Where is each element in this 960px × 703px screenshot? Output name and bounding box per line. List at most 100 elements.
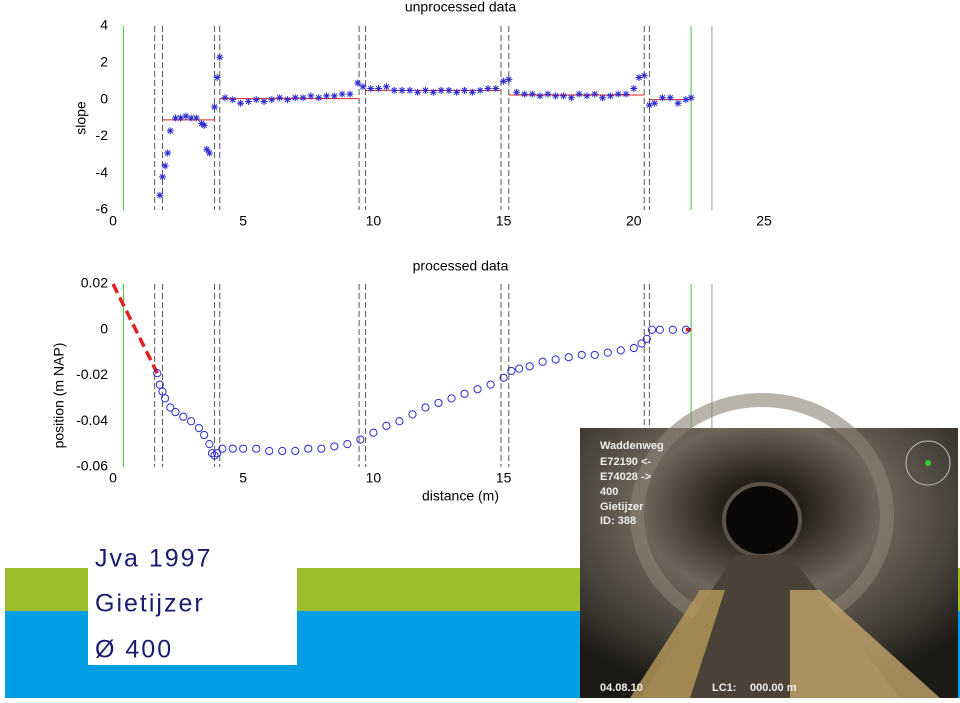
point: [655, 325, 664, 334]
point: [484, 85, 492, 93]
point: [559, 92, 567, 100]
point: [551, 355, 560, 364]
point: [666, 94, 674, 102]
point: [564, 353, 573, 362]
point: [158, 387, 167, 396]
point: [346, 90, 354, 98]
point: [651, 99, 659, 107]
x-axis-label: distance (m): [422, 488, 499, 504]
point: [369, 428, 378, 437]
point: [536, 92, 544, 100]
point: [278, 446, 287, 456]
point: [468, 88, 476, 96]
overlay-footer: 04.08.10: [600, 682, 643, 694]
point: [216, 53, 224, 61]
extrapolation-line: [111, 283, 159, 374]
point: [614, 90, 622, 98]
point: [203, 145, 211, 153]
y-tick-label: 4: [100, 17, 108, 33]
point: [229, 96, 237, 104]
point: [171, 408, 180, 417]
point: [330, 442, 339, 451]
point: [171, 114, 179, 122]
point: [499, 373, 508, 382]
point: [590, 350, 599, 360]
point: [437, 86, 445, 94]
point: [476, 86, 484, 94]
point: [408, 410, 417, 419]
point: [192, 114, 200, 122]
point: [166, 127, 174, 135]
point: [375, 85, 383, 93]
point: [461, 86, 469, 94]
y-tick-label: -2: [96, 127, 109, 143]
point: [434, 398, 443, 408]
point: [161, 162, 169, 170]
point: [447, 394, 456, 403]
sewer-photo: Waddenweg E72190 <- E74028 -> 400 Gietij…: [580, 393, 958, 698]
caption-box: [88, 538, 297, 665]
charts: unprocessed data slope -6 -4 -2 0 2 4 0 5 10 15 20 25…: [51, 0, 772, 504]
point: [382, 83, 390, 91]
y-axis-label: slope: [73, 101, 89, 135]
point: [528, 90, 536, 98]
point: [599, 94, 607, 102]
overlay-text: 400: [600, 486, 618, 498]
point: [221, 94, 229, 102]
point: [622, 90, 630, 98]
point: [629, 343, 638, 353]
point: [160, 394, 170, 403]
point: [194, 424, 204, 433]
point: [682, 96, 690, 104]
point: [515, 364, 524, 373]
overlay-text: E74028 ->: [600, 471, 651, 483]
x-tick-label: 10: [366, 470, 382, 486]
point: [239, 444, 248, 453]
y-axis-label: position (m NAP): [51, 343, 67, 449]
point: [453, 88, 461, 96]
point: [265, 446, 274, 456]
x-tick-label: 20: [626, 213, 642, 229]
point: [200, 430, 209, 440]
overlay-text: E72190 <-: [600, 456, 651, 468]
point: [210, 451, 219, 460]
point: [642, 334, 651, 343]
point: [307, 92, 315, 100]
point: [513, 88, 521, 96]
point: [500, 77, 508, 85]
point: [421, 403, 430, 412]
point: [268, 96, 276, 104]
point: [330, 92, 338, 100]
y-tick-label: 2: [100, 54, 108, 70]
point: [421, 86, 429, 94]
point: [359, 83, 367, 91]
y-tick-label: -6: [96, 201, 109, 217]
compass: [905, 440, 951, 486]
point: [252, 96, 260, 104]
caption-line: Gietijzer: [95, 590, 205, 618]
y-tick-label: -0.02: [76, 366, 108, 382]
point: [520, 90, 528, 98]
point: [179, 412, 188, 421]
point: [567, 94, 575, 102]
point: [211, 103, 219, 111]
point: [486, 380, 495, 389]
point: [205, 440, 214, 449]
point: [356, 435, 365, 444]
point: [505, 75, 513, 83]
y-tick-label: 0.02: [81, 275, 108, 291]
point: [317, 444, 326, 453]
point: [299, 94, 307, 102]
point: [382, 421, 391, 430]
point: [658, 94, 666, 102]
point: [668, 325, 677, 334]
point: [647, 325, 657, 334]
point: [213, 74, 221, 82]
point: [237, 99, 245, 107]
point: [583, 92, 591, 100]
point: [343, 440, 352, 449]
point: [338, 90, 346, 98]
point: [630, 85, 638, 93]
point: [315, 94, 323, 102]
